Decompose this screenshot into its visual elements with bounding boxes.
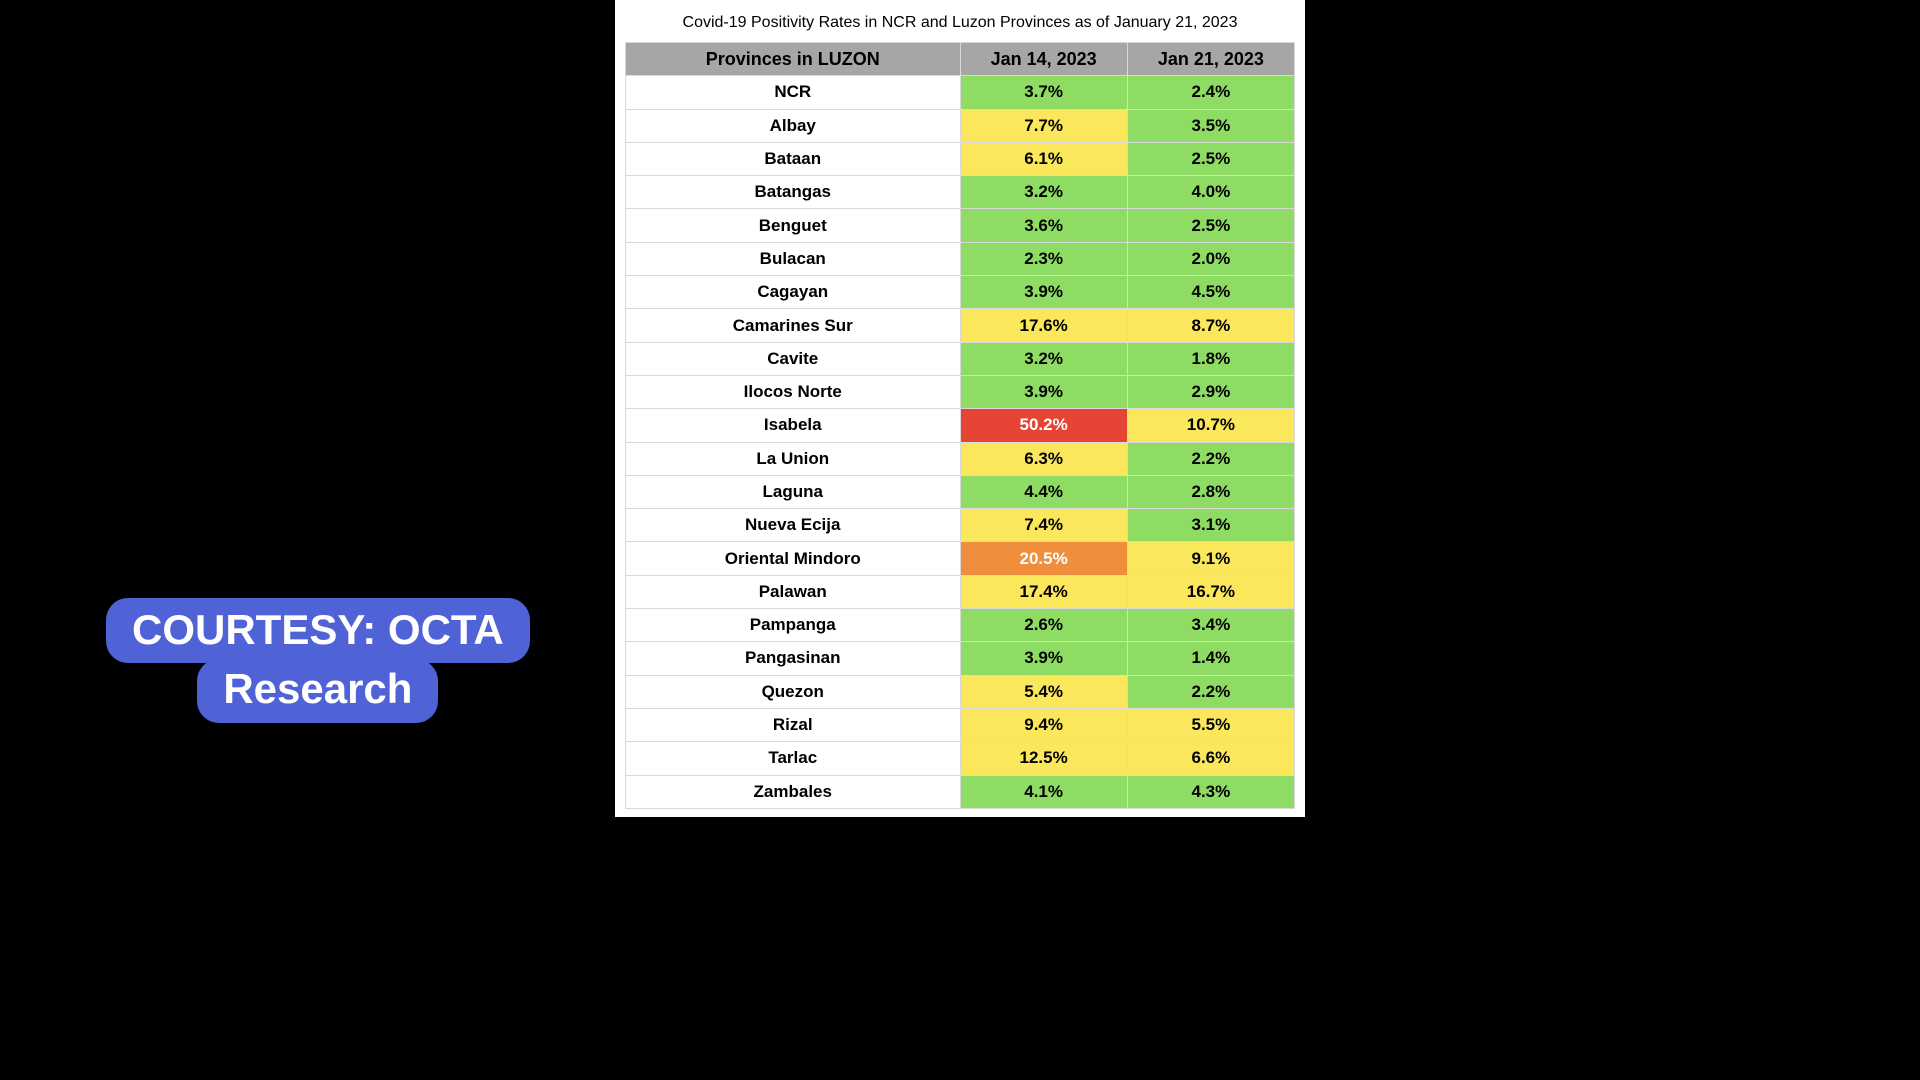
jan21-cell: 2.5% [1127,142,1294,175]
jan21-cell: 1.8% [1127,342,1294,375]
province-cell: Benguet [626,209,961,242]
table-row: La Union6.3%2.2% [626,442,1295,475]
jan21-cell: 4.0% [1127,176,1294,209]
province-cell: La Union [626,442,961,475]
province-cell: Zambales [626,775,961,808]
jan21-cell: 3.4% [1127,609,1294,642]
col-jan21: Jan 21, 2023 [1127,43,1294,76]
jan14-cell: 5.4% [960,675,1127,708]
table-card: Covid-19 Positivity Rates in NCR and Luz… [615,0,1305,817]
jan14-cell: 2.6% [960,609,1127,642]
jan14-cell: 12.5% [960,742,1127,775]
jan14-cell: 3.9% [960,276,1127,309]
province-cell: NCR [626,76,961,109]
province-cell: Palawan [626,575,961,608]
jan21-cell: 16.7% [1127,575,1294,608]
table-row: Laguna4.4%2.8% [626,475,1295,508]
province-cell: Camarines Sur [626,309,961,342]
jan14-cell: 17.4% [960,575,1127,608]
jan14-cell: 20.5% [960,542,1127,575]
table-row: Benguet3.6%2.5% [626,209,1295,242]
jan21-cell: 8.7% [1127,309,1294,342]
table-row: Cavite3.2%1.8% [626,342,1295,375]
jan21-cell: 2.2% [1127,442,1294,475]
jan14-cell: 4.1% [960,775,1127,808]
jan21-cell: 4.3% [1127,775,1294,808]
jan21-cell: 5.5% [1127,708,1294,741]
province-cell: Ilocos Norte [626,375,961,408]
jan14-cell: 3.2% [960,176,1127,209]
jan21-cell: 2.0% [1127,242,1294,275]
table-row: Zambales4.1%4.3% [626,775,1295,808]
province-cell: Pampanga [626,609,961,642]
jan21-cell: 9.1% [1127,542,1294,575]
table-row: Palawan17.4%16.7% [626,575,1295,608]
table-row: Pangasinan3.9%1.4% [626,642,1295,675]
courtesy-badge: COURTESY: OCTA Research [106,598,530,723]
province-cell: Cavite [626,342,961,375]
jan14-cell: 3.2% [960,342,1127,375]
province-cell: Tarlac [626,742,961,775]
table-row: Isabela50.2%10.7% [626,409,1295,442]
jan21-cell: 6.6% [1127,742,1294,775]
jan14-cell: 6.1% [960,142,1127,175]
table-row: Rizal9.4%5.5% [626,708,1295,741]
jan14-cell: 3.9% [960,375,1127,408]
jan14-cell: 3.9% [960,642,1127,675]
table-row: Camarines Sur17.6%8.7% [626,309,1295,342]
table-row: Bataan6.1%2.5% [626,142,1295,175]
jan21-cell: 2.4% [1127,76,1294,109]
table-row: Cagayan3.9%4.5% [626,276,1295,309]
table-row: Nueva Ecija7.4%3.1% [626,509,1295,542]
table-title: Covid-19 Positivity Rates in NCR and Luz… [625,8,1295,42]
table-row: Bulacan2.3%2.0% [626,242,1295,275]
jan21-cell: 3.1% [1127,509,1294,542]
jan14-cell: 2.3% [960,242,1127,275]
jan14-cell: 17.6% [960,309,1127,342]
jan14-cell: 3.6% [960,209,1127,242]
jan14-cell: 7.4% [960,509,1127,542]
province-cell: Bataan [626,142,961,175]
positivity-table: Provinces in LUZON Jan 14, 2023 Jan 21, … [625,42,1295,809]
table-row: NCR3.7%2.4% [626,76,1295,109]
jan14-cell: 9.4% [960,708,1127,741]
jan21-cell: 2.9% [1127,375,1294,408]
jan21-cell: 2.5% [1127,209,1294,242]
jan14-cell: 4.4% [960,475,1127,508]
col-jan14: Jan 14, 2023 [960,43,1127,76]
province-cell: Nueva Ecija [626,509,961,542]
table-row: Batangas3.2%4.0% [626,176,1295,209]
province-cell: Oriental Mindoro [626,542,961,575]
jan14-cell: 50.2% [960,409,1127,442]
province-cell: Laguna [626,475,961,508]
province-cell: Batangas [626,176,961,209]
table-row: Tarlac12.5%6.6% [626,742,1295,775]
col-province: Provinces in LUZON [626,43,961,76]
courtesy-line1: COURTESY: OCTA [106,598,530,663]
table-header-row: Provinces in LUZON Jan 14, 2023 Jan 21, … [626,43,1295,76]
table-row: Pampanga2.6%3.4% [626,609,1295,642]
jan21-cell: 10.7% [1127,409,1294,442]
jan14-cell: 7.7% [960,109,1127,142]
jan14-cell: 3.7% [960,76,1127,109]
province-cell: Quezon [626,675,961,708]
province-cell: Cagayan [626,276,961,309]
table-row: Ilocos Norte3.9%2.9% [626,375,1295,408]
jan21-cell: 4.5% [1127,276,1294,309]
province-cell: Pangasinan [626,642,961,675]
province-cell: Bulacan [626,242,961,275]
table-row: Oriental Mindoro20.5%9.1% [626,542,1295,575]
table-row: Quezon5.4%2.2% [626,675,1295,708]
jan14-cell: 6.3% [960,442,1127,475]
jan21-cell: 2.2% [1127,675,1294,708]
province-cell: Albay [626,109,961,142]
jan21-cell: 1.4% [1127,642,1294,675]
province-cell: Rizal [626,708,961,741]
province-cell: Isabela [626,409,961,442]
table-row: Albay7.7%3.5% [626,109,1295,142]
jan21-cell: 2.8% [1127,475,1294,508]
courtesy-line2: Research [197,659,438,724]
jan21-cell: 3.5% [1127,109,1294,142]
